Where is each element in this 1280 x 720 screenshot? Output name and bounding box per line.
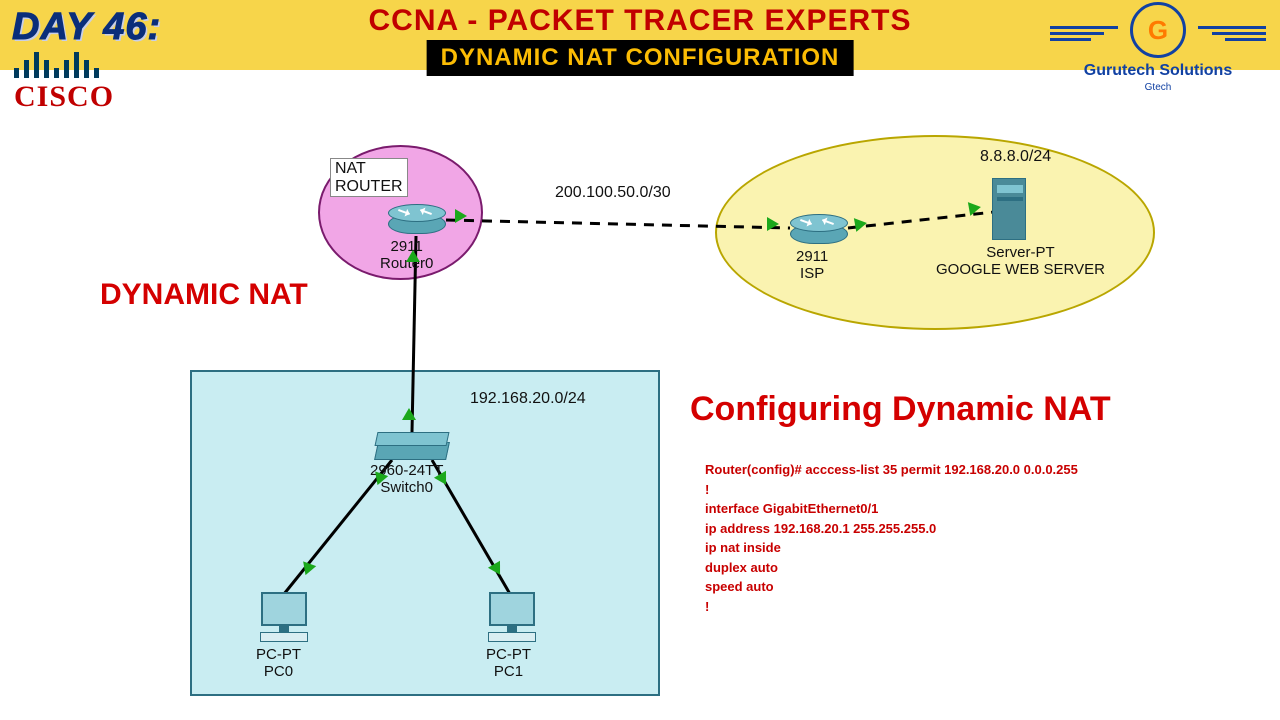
label-nat-router: NAT ROUTER xyxy=(330,158,408,197)
pc1-label: PC-PT PC1 xyxy=(486,646,531,680)
cisco-logo: CISCO xyxy=(14,48,114,114)
switch0-icon xyxy=(376,432,448,462)
nat-router-text: NAT ROUTER xyxy=(335,160,403,195)
server-icon xyxy=(992,178,1026,240)
wing-right-icon xyxy=(1198,26,1266,42)
overlay-dynamic-nat: DYNAMIC NAT xyxy=(100,278,308,312)
brand-block: G Gurutech Solutions Gtech xyxy=(1058,2,1258,93)
pc1-icon xyxy=(480,592,544,642)
pc0-label: PC-PT PC0 xyxy=(256,646,301,680)
isp-router-icon xyxy=(790,214,848,246)
server-label: Server-PT GOOGLE WEB SERVER xyxy=(936,244,1105,278)
brand-name: Gurutech Solutions xyxy=(1058,62,1258,80)
wing-left-icon xyxy=(1050,26,1118,42)
cisco-bars-icon xyxy=(14,48,114,78)
brand-badge: G xyxy=(1130,2,1186,58)
overlay-config-title: Configuring Dynamic NAT xyxy=(690,390,1111,429)
label-lan: 192.168.20.0/24 xyxy=(470,390,586,408)
main-title: CCNA - PACKET TRACER EXPERTS xyxy=(368,4,911,38)
brand-sub: Gtech xyxy=(1058,82,1258,93)
subtitle: DYNAMIC NAT CONFIGURATION xyxy=(441,44,840,71)
subtitle-wrap: DYNAMIC NAT CONFIGURATION xyxy=(427,40,854,76)
zone-isp xyxy=(715,135,1155,330)
router0-icon xyxy=(388,204,446,236)
day-badge: DAY 46: xyxy=(12,6,161,49)
isp-label: 2911 ISP xyxy=(796,248,828,282)
diagram-canvas: DAY 46: CCNA - PACKET TRACER EXPERTS DYN… xyxy=(0,0,1280,720)
pc0-icon xyxy=(252,592,316,642)
cisco-word: CISCO xyxy=(14,80,114,114)
label-wan: 200.100.50.0/30 xyxy=(555,184,671,202)
overlay-config-code: Router(config)# acccess-list 35 permit 1… xyxy=(705,460,1078,616)
label-isp-server: 8.8.8.0/24 xyxy=(980,148,1051,166)
